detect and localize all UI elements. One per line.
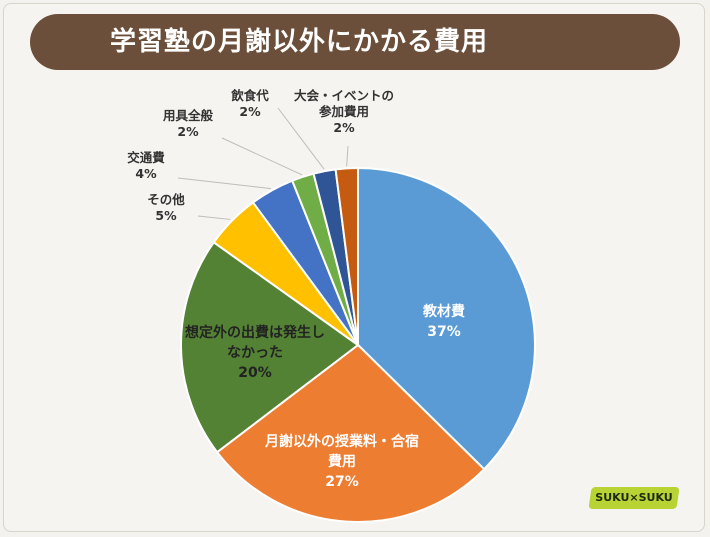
slice-label-2: 月謝以外の授業料・合宿費用 27% xyxy=(264,433,419,490)
chart-title: 学習塾の月謝以外にかかる費用 xyxy=(110,27,489,57)
title-banner: 学習塾の月謝以外にかかる費用 xyxy=(30,14,680,70)
leader-line-6 xyxy=(221,137,303,176)
slice-label-1: 教材費 37% xyxy=(423,303,465,340)
suku-suku-logo: SUKU×SUKU xyxy=(588,487,680,509)
leader-line-5 xyxy=(177,177,272,190)
leader-line-7 xyxy=(277,107,325,170)
leader-line-4 xyxy=(197,215,231,220)
logo-text: SUKU×SUKU xyxy=(595,491,673,504)
slice-label-5: 交通費 4% xyxy=(127,150,165,181)
slice-label-6: 用具全般 2% xyxy=(162,108,214,139)
pie-slice-3 xyxy=(180,240,360,454)
pie-slice-1 xyxy=(357,166,536,471)
pie-slice-8 xyxy=(334,166,359,346)
slice-label-7: 飲食代 2% xyxy=(230,88,269,119)
slice-label-8: 大会・イベントの参加費用 2% xyxy=(294,88,394,135)
slice-label-4: その他 5% xyxy=(147,192,185,223)
pie-slice-2 xyxy=(215,343,486,523)
leader-line-8 xyxy=(346,145,349,167)
slice-label-3: 想定外の出費は発生しなかった 20% xyxy=(184,324,325,381)
